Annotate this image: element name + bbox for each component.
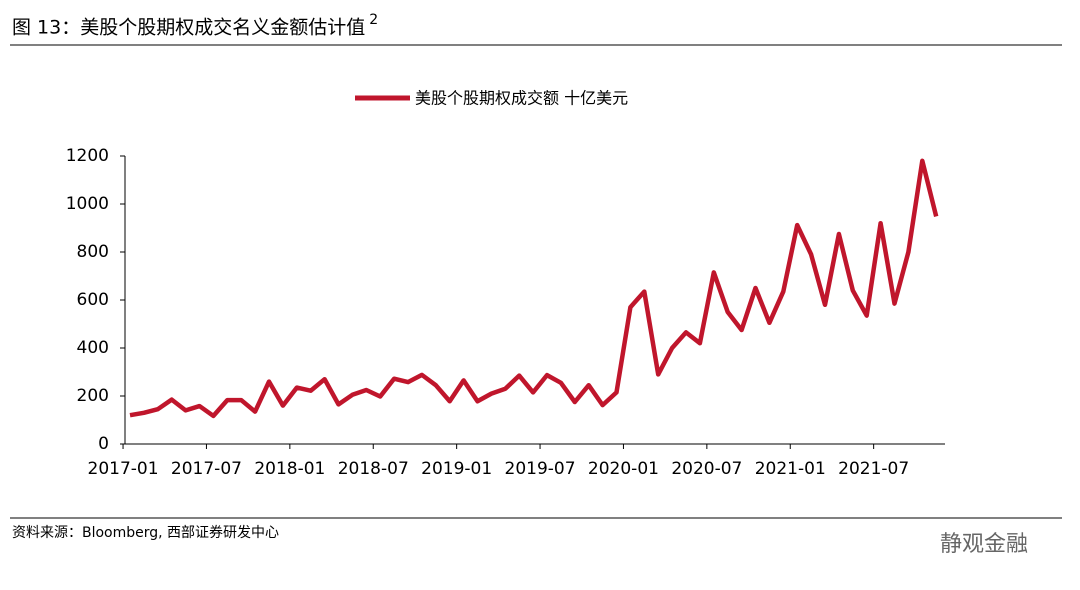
chart-title: 图 13：美股个股期权成交名义金额估计值 (12, 17, 365, 39)
title-note: 2 (369, 12, 378, 28)
x-tick-label: 2017-07 (171, 459, 242, 479)
y-tick-label: 600 (77, 290, 109, 310)
legend-label: 美股个股期权成交额 十亿美元 (415, 89, 628, 108)
x-tick-label: 2021-01 (755, 459, 826, 479)
source: 资料来源：Bloomberg, 西部证券研发中心 (12, 525, 279, 541)
x-tick-label: 2021-07 (838, 459, 909, 479)
x-tick-label: 2018-01 (254, 459, 325, 479)
x-tick-label: 2018-07 (338, 459, 409, 479)
watermark: 静观金融 (940, 532, 1028, 557)
y-tick-label: 0 (98, 434, 109, 454)
x-tick-label: 2020-01 (588, 459, 659, 479)
y-tick-label: 800 (77, 242, 109, 262)
x-tick-label: 2017-01 (88, 459, 159, 479)
y-tick-label: 1200 (66, 146, 109, 166)
x-tick-label: 2020-07 (671, 459, 742, 479)
x-tick-label: 2019-07 (505, 459, 576, 479)
y-tick-label: 400 (77, 338, 109, 358)
series-line (129, 158, 939, 419)
x-tick-label: 2019-01 (421, 459, 492, 479)
y-tick-label: 200 (77, 386, 109, 406)
y-tick-label: 1000 (66, 194, 109, 214)
